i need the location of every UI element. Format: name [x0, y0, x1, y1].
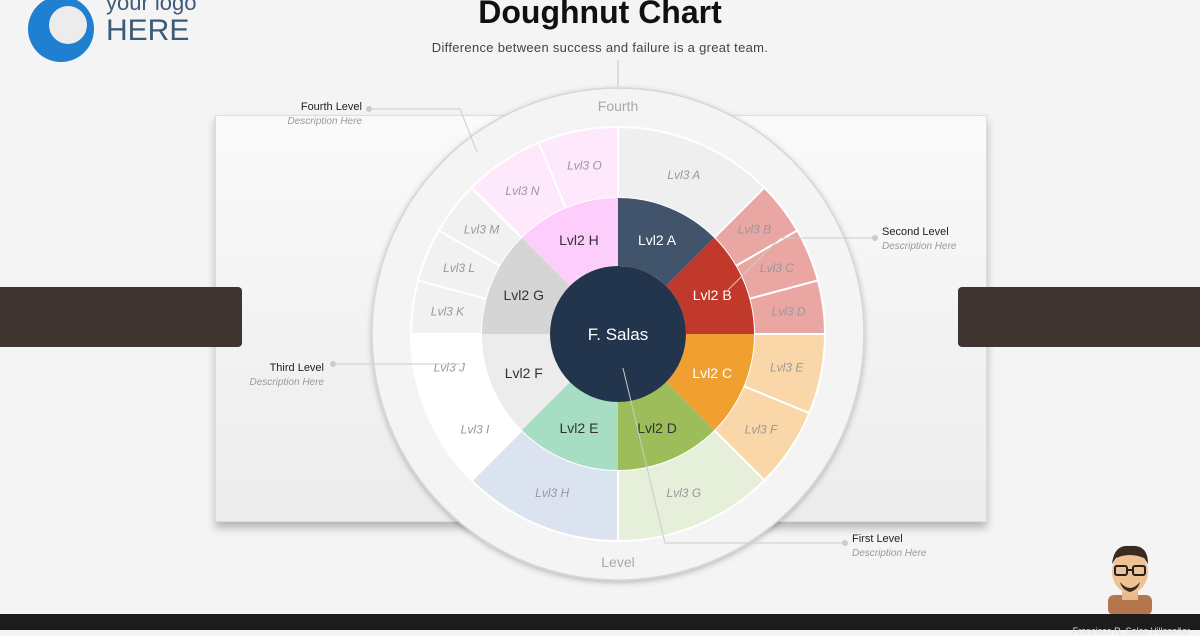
- label-lvl3-k: Lvl3 K: [431, 305, 465, 319]
- label-lvl3-i: Lvl3 I: [461, 423, 490, 437]
- callout-second-title: Second Level: [882, 226, 949, 238]
- callout-second-level: Second Level Description Here: [882, 225, 956, 254]
- right-strap: [958, 287, 1200, 347]
- bottom-bar: [0, 614, 1200, 630]
- author-credit: Francisco R. Salas Villaseñor: [1072, 626, 1190, 636]
- segment-lvl2-c: [666, 334, 754, 431]
- leader-line-second: [727, 237, 874, 291]
- label-lvl3-e: Lvl3 E: [770, 361, 804, 375]
- label-lvl2-b: Lvl2 B: [693, 287, 732, 303]
- center-circle-group: F. Salas: [550, 266, 686, 402]
- callout-third-desc: Description Here: [249, 377, 324, 389]
- page-subtitle: Difference between success and failure i…: [431, 40, 769, 55]
- segment-lvl2-b: [666, 237, 754, 334]
- callout-first-level: First Level Description Here: [852, 532, 926, 561]
- leader-line-fourth: [372, 108, 478, 153]
- callout-fourth-title: Fourth Level: [300, 101, 362, 113]
- outer-ring-top-label: Fourth: [598, 98, 638, 114]
- label-lvl2-h: Lvl2 H: [559, 232, 599, 248]
- label-lvl3-m: Lvl3 M: [464, 222, 499, 236]
- label-lvl2-f: Lvl2 F: [505, 365, 543, 381]
- leader-dot-fourth: [366, 106, 372, 112]
- label-lvl2-e: Lvl2 E: [560, 420, 599, 436]
- center-label: F. Salas: [588, 325, 648, 344]
- label-lvl3-g: Lvl3 G: [666, 486, 701, 500]
- label-lvl3-a: Lvl3 A: [667, 168, 700, 182]
- page-title: Doughnut Chart: [478, 0, 722, 30]
- level3-ring: Lvl3 A Lvl3 B Lvl3 C Lvl3 D Lvl3 E Lvl3 F Lvl3…: [409, 125, 827, 543]
- label-lvl3-j: Lvl3 J: [434, 361, 466, 375]
- callout-second-desc: Description Here: [882, 241, 957, 253]
- outer-ring-bottom-label: Level: [601, 554, 634, 570]
- callout-first-title: First Level: [852, 533, 903, 545]
- label-lvl3-c: Lvl3 C: [760, 261, 794, 275]
- callout-third-title: Third Level: [269, 362, 324, 374]
- logo-text-line2: HERE: [106, 14, 190, 47]
- label-lvl2-d: Lvl2 D: [637, 420, 677, 436]
- segment-lvl2-g: [482, 237, 570, 334]
- segment-lvl2-f: [482, 334, 570, 431]
- label-lvl3-b: Lvl3 B: [738, 222, 771, 236]
- author-avatar: [1108, 545, 1152, 615]
- leader-dot-first: [842, 540, 848, 546]
- label-lvl3-l: Lvl3 L: [443, 261, 475, 275]
- label-lvl2-c: Lvl2 C: [692, 365, 732, 381]
- level2-ring: Lvl2 A Lvl2 B Lvl2 C Lvl2 D Lvl2 E Lvl2 F Lvl2…: [482, 198, 754, 470]
- logo-text-line1: your logo: [106, 0, 197, 15]
- label-lvl2-a: Lvl2 A: [638, 232, 677, 248]
- label-lvl2-g: Lvl2 G: [504, 287, 544, 303]
- center-circle: [550, 266, 686, 402]
- callout-first-desc: Description Here: [852, 548, 927, 560]
- callout-fourth-desc: Description Here: [287, 116, 362, 128]
- callout-leader-lines: [330, 106, 878, 546]
- leader-line-first: [622, 367, 843, 544]
- leader-dot-second: [872, 235, 878, 241]
- callout-third-level: Third Level Description Here: [230, 361, 324, 390]
- label-lvl3-o: Lvl3 O: [567, 158, 602, 172]
- label-lvl3-h: Lvl3 H: [535, 486, 569, 500]
- segment-lvl2-h: [521, 198, 618, 286]
- label-lvl3-d: Lvl3 D: [772, 305, 806, 319]
- left-strap: [0, 287, 242, 347]
- label-lvl3-f: Lvl3 F: [745, 423, 778, 437]
- callout-fourth-level: Fourth Level Description Here: [268, 100, 362, 129]
- label-lvl3-n: Lvl3 N: [505, 184, 539, 198]
- logo: your logo HERE: [26, 0, 226, 64]
- logo-mark-icon: [28, 0, 94, 62]
- segment-lvl2-a: [618, 198, 715, 286]
- segment-lvl2-e: [521, 382, 618, 470]
- leader-dot-third: [330, 361, 336, 367]
